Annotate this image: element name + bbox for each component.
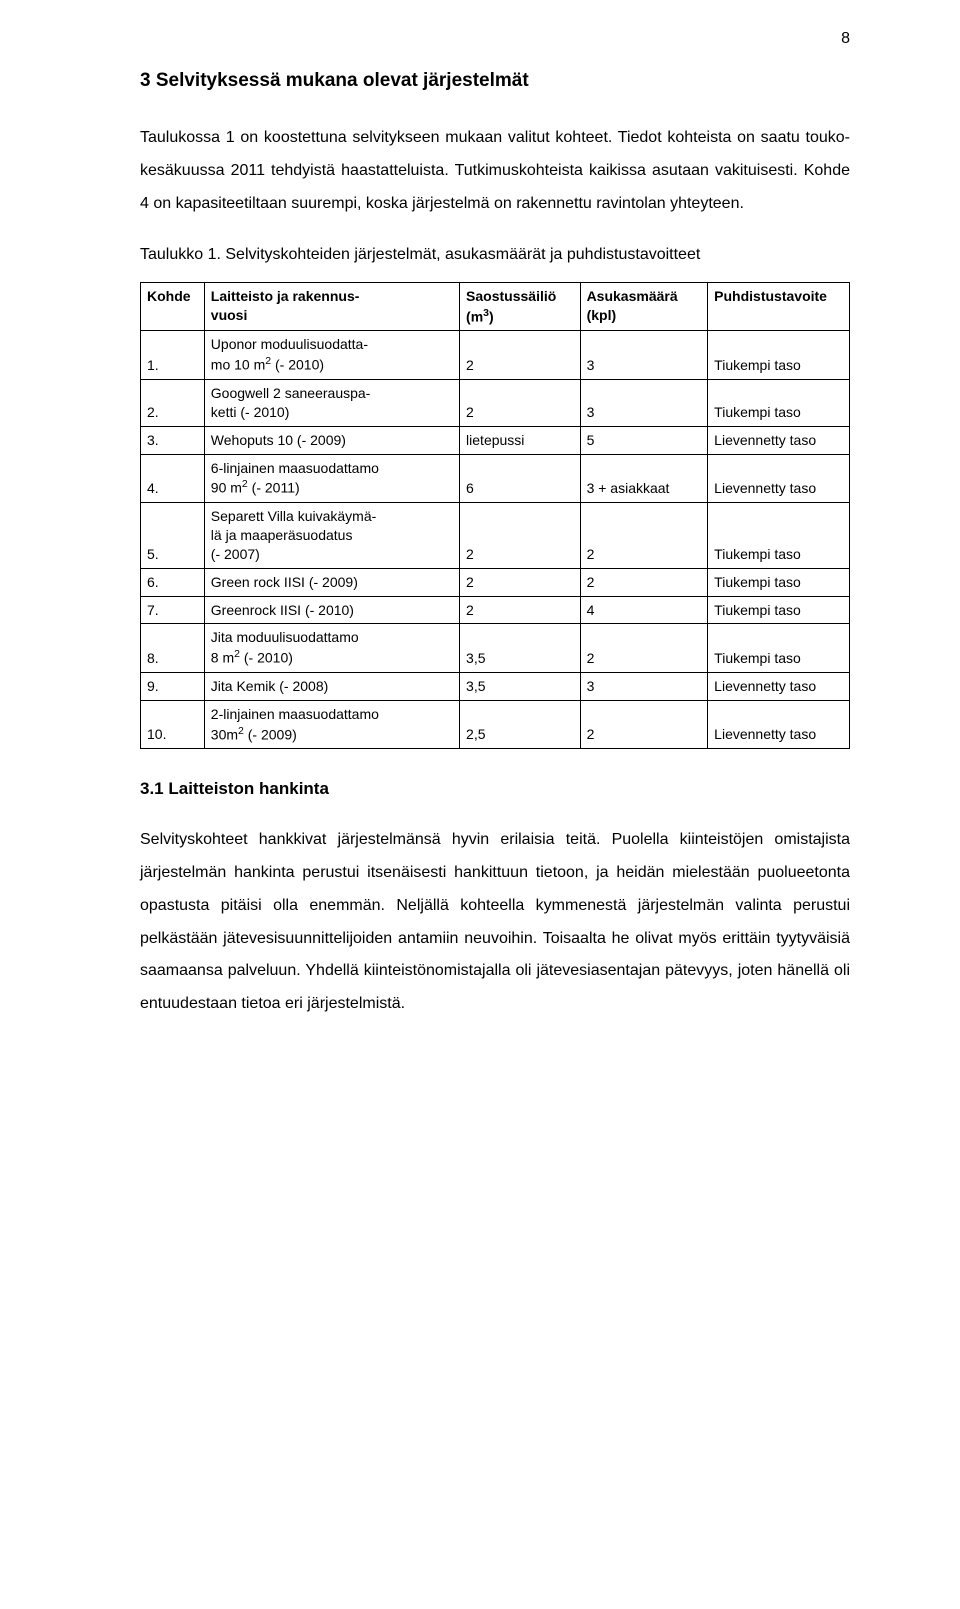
cell-text: Googwell 2 saneerauspa- [211, 385, 371, 401]
document-page: 8 3 Selvityksessä mukana olevat järjeste… [0, 0, 960, 1609]
cell-asuk: 4 [580, 596, 708, 624]
cell-saos: 3,5 [460, 624, 581, 672]
table-row: 8. Jita moduulisuodattamo 8 m2 (- 2010) … [141, 624, 850, 672]
col-header-asukas: Asukasmäärä (kpl) [580, 282, 708, 330]
cell-asuk: 2 [580, 624, 708, 672]
cell-laitteisto: Uponor moduulisuodatta- mo 10 m2 (- 2010… [204, 331, 459, 379]
table-header-row: Kohde Laitteisto ja rakennus- vuosi Saos… [141, 282, 850, 330]
table-row: 9. Jita Kemik (- 2008) 3,5 3 Lievennetty… [141, 672, 850, 700]
cell-saos: lietepussi [460, 426, 581, 454]
cell-kohde: 4. [141, 454, 205, 502]
table-row: 7. Greenrock IISI (- 2010) 2 4 Tiukempi … [141, 596, 850, 624]
cell-laitteisto: Jita moduulisuodattamo 8 m2 (- 2010) [204, 624, 459, 672]
table-row: 10. 2-linjainen maasuodattamo 30m2 (- 20… [141, 700, 850, 748]
cell-asuk: 3 + asiakkaat [580, 454, 708, 502]
cell-text: 8 m [211, 650, 234, 666]
cell-saos: 2 [460, 502, 581, 568]
cell-asuk: 3 [580, 379, 708, 426]
cell-asuk: 2 [580, 700, 708, 748]
table-row: 1. Uponor moduulisuodatta- mo 10 m2 (- 2… [141, 331, 850, 379]
cell-laitteisto: Googwell 2 saneerauspa- ketti (- 2010) [204, 379, 459, 426]
table-row: 2. Googwell 2 saneerauspa- ketti (- 2010… [141, 379, 850, 426]
cell-kohde: 7. [141, 596, 205, 624]
cell-text: 6-linjainen maasuodattamo [211, 460, 379, 476]
cell-kohde: 8. [141, 624, 205, 672]
cell-puhd: Tiukempi taso [708, 596, 850, 624]
cell-saos: 2 [460, 568, 581, 596]
cell-text: (- 2007) [211, 546, 260, 562]
table-row: 4. 6-linjainen maasuodattamo 90 m2 (- 20… [141, 454, 850, 502]
table-caption: Taulukko 1. Selvityskohteiden järjestelm… [140, 242, 850, 268]
cell-text: (- 2010) [271, 357, 324, 373]
cell-saos: 6 [460, 454, 581, 502]
cell-asuk: 3 [580, 331, 708, 379]
cell-puhd: Tiukempi taso [708, 568, 850, 596]
cell-text: Separett Villa kuivakäymä- [211, 508, 376, 524]
cell-text: 30m [211, 726, 238, 742]
table-row: 3. Wehoputs 10 (- 2009) lietepussi 5 Lie… [141, 426, 850, 454]
cell-laitteisto: Separett Villa kuivakäymä- lä ja maaperä… [204, 502, 459, 568]
cell-puhd: Lievennetty taso [708, 426, 850, 454]
cell-puhd: Tiukempi taso [708, 502, 850, 568]
systems-table: Kohde Laitteisto ja rakennus- vuosi Saos… [140, 282, 850, 749]
section-heading: 3 Selvityksessä mukana olevat järjestelm… [140, 70, 850, 92]
cell-text: Uponor moduulisuodatta- [211, 336, 368, 352]
col-header-text: vuosi [211, 307, 248, 323]
cell-asuk: 5 [580, 426, 708, 454]
col-header-kohde: Kohde [141, 282, 205, 330]
col-header-puhdistus: Puhdistustavoite [708, 282, 850, 330]
cell-kohde: 2. [141, 379, 205, 426]
cell-text: (- 2009) [244, 726, 297, 742]
col-header-text: Saostussäiliö [466, 288, 556, 304]
cell-text: lä ja maaperäsuodatus [211, 527, 353, 543]
cell-kohde: 9. [141, 672, 205, 700]
cell-saos: 2,5 [460, 700, 581, 748]
cell-kohde: 1. [141, 331, 205, 379]
cell-laitteisto: Jita Kemik (- 2008) [204, 672, 459, 700]
cell-kohde: 5. [141, 502, 205, 568]
col-header-text: Laitteisto ja rakennus- [211, 288, 360, 304]
cell-laitteisto: 6-linjainen maasuodattamo 90 m2 (- 2011) [204, 454, 459, 502]
cell-puhd: Lievennetty taso [708, 700, 850, 748]
cell-text: (- 2010) [240, 650, 293, 666]
cell-saos: 2 [460, 331, 581, 379]
table-row: 5. Separett Villa kuivakäymä- lä ja maap… [141, 502, 850, 568]
cell-saos: 2 [460, 596, 581, 624]
cell-text: 2-linjainen maasuodattamo [211, 706, 379, 722]
cell-saos: 2 [460, 379, 581, 426]
table-row: 6. Green rock IISI (- 2009) 2 2 Tiukempi… [141, 568, 850, 596]
cell-puhd: Lievennetty taso [708, 454, 850, 502]
col-header-laitteisto: Laitteisto ja rakennus- vuosi [204, 282, 459, 330]
cell-puhd: Tiukempi taso [708, 331, 850, 379]
intro-paragraph: Taulukossa 1 on koostettuna selvitykseen… [140, 122, 850, 220]
cell-kohde: 6. [141, 568, 205, 596]
cell-laitteisto: Green rock IISI (- 2009) [204, 568, 459, 596]
cell-text: ketti (- 2010) [211, 404, 290, 420]
cell-puhd: Tiukempi taso [708, 379, 850, 426]
col-header-saostus: Saostussäiliö (m3) [460, 282, 581, 330]
cell-saos: 3,5 [460, 672, 581, 700]
cell-puhd: Tiukempi taso [708, 624, 850, 672]
cell-puhd: Lievennetty taso [708, 672, 850, 700]
col-header-text: (kpl) [587, 307, 617, 323]
cell-text: Jita moduulisuodattamo [211, 629, 359, 645]
col-header-text: Asukasmäärä [587, 288, 678, 304]
cell-text: mo 10 m [211, 357, 265, 373]
col-header-text: (m [466, 309, 483, 325]
subsection-heading: 3.1 Laitteiston hankinta [140, 779, 850, 799]
body-paragraph: Selvityskohteet hankkivat järjestelmänsä… [140, 824, 850, 1021]
col-header-text: ) [489, 309, 494, 325]
cell-asuk: 2 [580, 568, 708, 596]
cell-laitteisto: Wehoputs 10 (- 2009) [204, 426, 459, 454]
cell-text: 90 m [211, 480, 242, 496]
cell-kohde: 10. [141, 700, 205, 748]
cell-laitteisto: 2-linjainen maasuodattamo 30m2 (- 2009) [204, 700, 459, 748]
cell-asuk: 3 [580, 672, 708, 700]
cell-laitteisto: Greenrock IISI (- 2010) [204, 596, 459, 624]
cell-asuk: 2 [580, 502, 708, 568]
cell-text: (- 2011) [248, 480, 300, 496]
page-number: 8 [841, 30, 850, 48]
cell-kohde: 3. [141, 426, 205, 454]
